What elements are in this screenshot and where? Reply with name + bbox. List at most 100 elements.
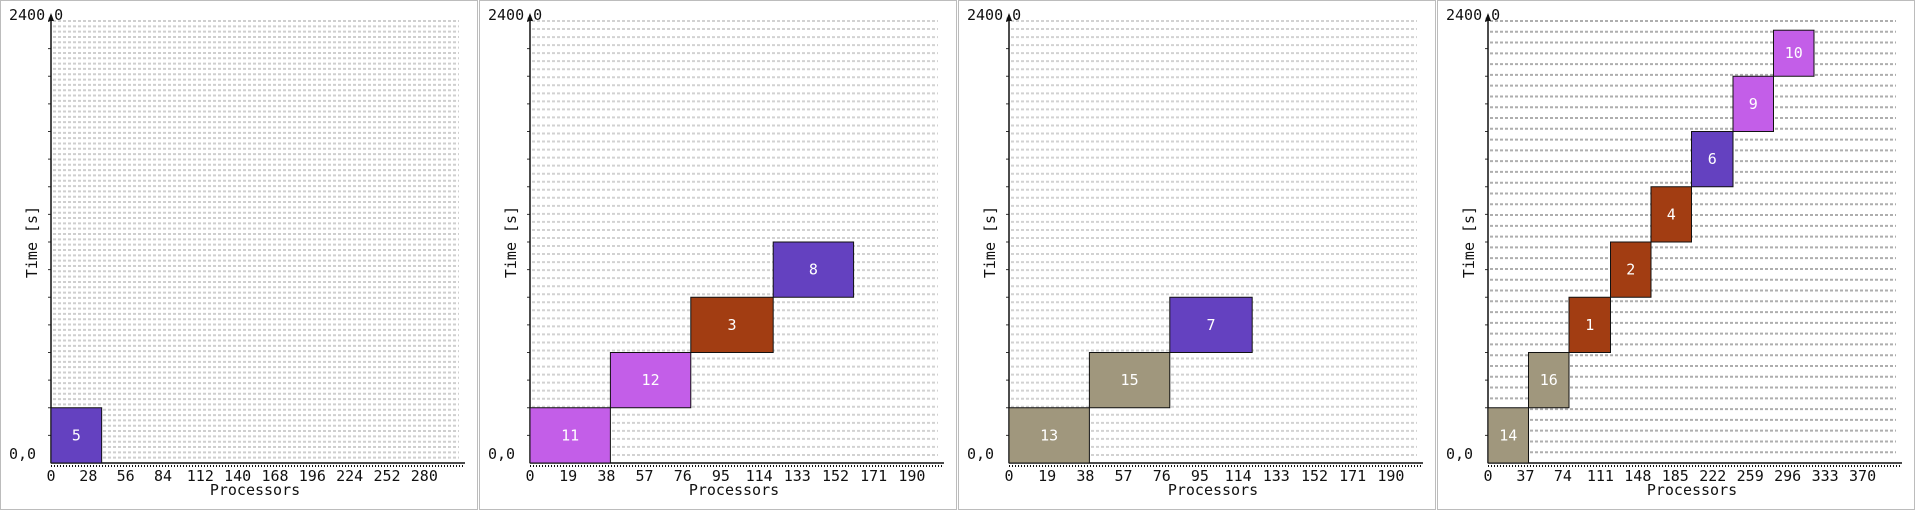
chart-panel-4: 14 16 1 2 4 6 9 10 0 37 74 111 148 185 222 259 296 333 370… xyxy=(1437,0,1915,510)
chart-4-x-tick-label: 222 xyxy=(1699,467,1726,485)
chart-2-x-tick-label: 152 xyxy=(822,467,849,485)
chart-3-job-15 xyxy=(1088,352,1171,409)
chart-4-job-2 xyxy=(1610,241,1652,298)
chart-1-x-axis-label: Processors xyxy=(210,481,300,499)
chart-1-job-5 xyxy=(50,407,103,464)
chart-4-job-label-16: 16 xyxy=(1540,371,1558,389)
chart-2-job-label-11: 11 xyxy=(561,426,579,444)
chart-1-x-tick-label: 0 xyxy=(46,467,55,485)
chart-4-x-tick-label: 333 xyxy=(1812,467,1839,485)
chart-3-x-tick-label: 171 xyxy=(1339,467,1366,485)
chart-4-job-4 xyxy=(1650,186,1692,243)
chart-4-job-16 xyxy=(1527,352,1570,409)
chart-3-y-axis-arrow xyxy=(1006,13,1012,21)
chart-3-x-tick-label: 76 xyxy=(1153,467,1171,485)
chart-2-x-tick-label: 57 xyxy=(636,467,654,485)
chart-3-x-tick-label: 38 xyxy=(1076,467,1094,485)
chart-1-x-tick-label: 56 xyxy=(117,467,135,485)
chart-3-x-tick-label: 190 xyxy=(1377,467,1404,485)
chart-1-y-axis-label: Time [s] xyxy=(23,206,41,278)
chart-2-x-tick-label: 76 xyxy=(674,467,692,485)
gantt-chart-1: 5 0 28 56 84 112 140 168 196 224 252 280 Processors T… xyxy=(9,6,465,499)
chart-3-x-tick-label: 133 xyxy=(1263,467,1290,485)
chart-4-job-10 xyxy=(1772,29,1815,77)
chart-4-job-6 xyxy=(1690,131,1734,188)
chart-1-job-label-5: 5 xyxy=(72,426,81,444)
chart-4-x-tick-label: 74 xyxy=(1554,467,1572,485)
chart-panel-3: 13 15 7 0 19 38 57 76 95 114 133 152 171 190 Processor… xyxy=(958,0,1436,510)
chart-4-origin-label: 0,0 xyxy=(1446,445,1473,463)
chart-2-x-tick-label: 38 xyxy=(597,467,615,485)
chart-2-x-tick-label: 95 xyxy=(712,467,730,485)
chart-4-x-axis-label: Processors xyxy=(1647,481,1737,499)
chart-4-job-14 xyxy=(1487,407,1529,464)
chart-3-job-13 xyxy=(1008,407,1090,464)
chart-4-job-1 xyxy=(1568,296,1612,353)
chart-3-job-label-7: 7 xyxy=(1206,316,1215,334)
chart-panel-2: 11 12 3 8 0 19 38 57 76 95 114 133 152 171 190 Processo… xyxy=(479,0,957,510)
chart-4-x-tick-label: 185 xyxy=(1662,467,1689,485)
chart-1-x-tick-label: 28 xyxy=(79,467,97,485)
chart-2-x-tick-label: 114 xyxy=(746,467,773,485)
chart-3-x-tick-label: 95 xyxy=(1191,467,1209,485)
chart-1-x-tick-label: 196 xyxy=(299,467,326,485)
chart-4-x-tick-label: 370 xyxy=(1849,467,1876,485)
chart-4-job-9 xyxy=(1732,75,1774,132)
chart-2-job-12 xyxy=(609,352,692,409)
chart-3-y-max-label: 2400,0 xyxy=(967,6,1021,24)
chart-2-origin-label: 0,0 xyxy=(488,445,515,463)
chart-4-job-label-6: 6 xyxy=(1708,150,1717,168)
chart-4-x-tick-label: 296 xyxy=(1774,467,1801,485)
chart-4-job-label-4: 4 xyxy=(1667,205,1676,223)
chart-4-y-max-label: 2400,0 xyxy=(1446,6,1500,24)
chart-1-y-axis-arrow xyxy=(48,13,54,21)
chart-3-x-tick-label: 152 xyxy=(1301,467,1328,485)
chart-1-x-tick-label: 84 xyxy=(154,467,172,485)
chart-3-x-tick-label: 19 xyxy=(1038,467,1056,485)
gantt-chart-4: 14 16 1 2 4 6 9 10 0 37 74 111 148 185 222 259 296 333 370… xyxy=(1446,6,1902,499)
chart-4-x-tick-label: 37 xyxy=(1516,467,1534,485)
chart-2-job-label-12: 12 xyxy=(642,371,660,389)
chart-1-x-tick-label: 112 xyxy=(187,467,214,485)
chart-2-x-axis-label: Processors xyxy=(689,481,779,499)
chart-1-x-tick-label: 224 xyxy=(336,467,363,485)
chart-1-y-max-label: 2400,0 xyxy=(9,6,63,24)
gantt-chart-3: 13 15 7 0 19 38 57 76 95 114 133 152 171 190 Processor… xyxy=(967,6,1423,499)
chart-1-origin-label: 0,0 xyxy=(9,445,36,463)
chart-1-x-tick-label: 252 xyxy=(373,467,400,485)
chart-2-y-axis-arrow xyxy=(527,13,533,21)
chart-3-x-axis-label: Processors xyxy=(1168,481,1258,499)
chart-2-x-tick-label: 133 xyxy=(784,467,811,485)
chart-3-x-tick-label: 0 xyxy=(1004,467,1013,485)
chart-4-x-tick-label: 111 xyxy=(1587,467,1614,485)
chart-3-y-axis-label: Time [s] xyxy=(981,206,999,278)
chart-4-job-label-2: 2 xyxy=(1626,261,1635,279)
chart-1-x-tick-label: 168 xyxy=(261,467,288,485)
chart-4-job-label-10: 10 xyxy=(1785,44,1803,62)
chart-2-job-label-8: 8 xyxy=(809,261,818,279)
chart-3-origin-label: 0,0 xyxy=(967,445,994,463)
chart-2-x-tick-label: 19 xyxy=(559,467,577,485)
chart-4-x-tick-label: 148 xyxy=(1624,467,1651,485)
chart-2-job-label-3: 3 xyxy=(727,316,736,334)
chart-3-x-tick-label: 57 xyxy=(1115,467,1133,485)
chart-1-x-tick-label: 140 xyxy=(224,467,251,485)
chart-4-job-label-14: 14 xyxy=(1499,426,1517,444)
chart-2-x-tick-label: 171 xyxy=(860,467,887,485)
chart-panel-1: 5 0 28 56 84 112 140 168 196 224 252 280 Processors T… xyxy=(0,0,478,510)
chart-4-x-tick-label: 0 xyxy=(1483,467,1492,485)
chart-2-y-axis-label: Time [s] xyxy=(502,206,520,278)
chart-4-job-label-1: 1 xyxy=(1585,316,1594,334)
chart-3-x-tick-label: 114 xyxy=(1225,467,1252,485)
chart-3-job-label-13: 13 xyxy=(1040,426,1058,444)
chart-2-x-tick-label: 0 xyxy=(525,467,534,485)
chart-3-job-label-15: 15 xyxy=(1121,371,1139,389)
chart-2-job-11 xyxy=(529,407,611,464)
chart-4-x-tick-label: 259 xyxy=(1737,467,1764,485)
chart-2-x-tick-label: 190 xyxy=(898,467,925,485)
chart-4-job-label-9: 9 xyxy=(1749,95,1758,113)
chart-1-x-tick-label: 280 xyxy=(411,467,438,485)
chart-3-job-7 xyxy=(1169,296,1253,353)
chart-2-job-8 xyxy=(772,241,855,298)
